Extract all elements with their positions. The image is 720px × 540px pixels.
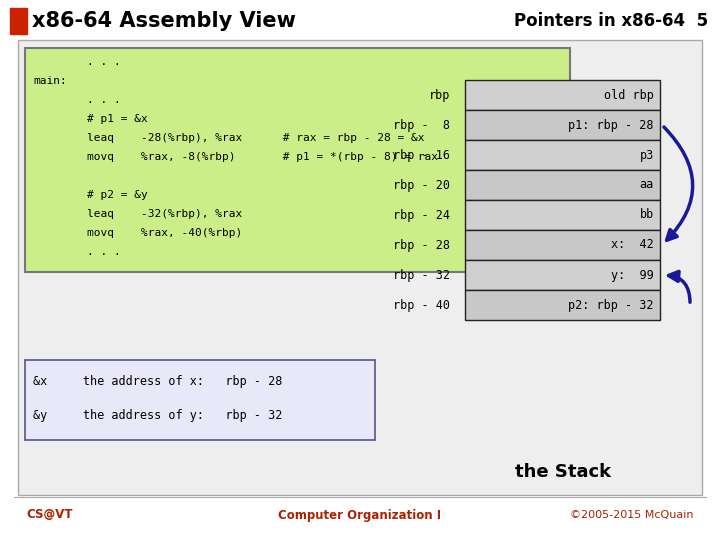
Text: leaq    -28(%rbp), %rax      # rax = rbp - 28 = &x: leaq -28(%rbp), %rax # rax = rbp - 28 = … [33,133,425,143]
Text: p2: rbp - 32: p2: rbp - 32 [569,299,654,312]
FancyBboxPatch shape [465,200,660,230]
FancyBboxPatch shape [465,290,660,320]
FancyBboxPatch shape [465,140,660,170]
Text: &x     the address of x:   rbp - 28: &x the address of x: rbp - 28 [33,375,282,388]
FancyBboxPatch shape [25,48,570,272]
Text: CS@VT: CS@VT [26,509,73,522]
Text: rbp - 28: rbp - 28 [393,239,450,252]
Text: . . .: . . . [33,247,121,257]
Text: rbp -  8: rbp - 8 [393,118,450,132]
Text: &y     the address of y:   rbp - 32: &y the address of y: rbp - 32 [33,409,282,422]
Text: rbp - 40: rbp - 40 [393,299,450,312]
FancyBboxPatch shape [465,230,660,260]
FancyBboxPatch shape [25,360,375,440]
FancyBboxPatch shape [465,80,660,110]
Text: p3: p3 [640,148,654,161]
FancyBboxPatch shape [465,260,660,290]
Text: . . .: . . . [33,57,121,67]
Text: movq    %rax, -8(%rbp)       # p1 = *(rbp - 8) = rax: movq %rax, -8(%rbp) # p1 = *(rbp - 8) = … [33,152,438,162]
Text: # p1 = &x: # p1 = &x [33,114,148,124]
Text: ©2005-2015 McQuain: ©2005-2015 McQuain [570,510,694,520]
Text: Pointers in x86-64  5: Pointers in x86-64 5 [514,12,708,30]
FancyBboxPatch shape [18,40,702,495]
Bar [10,8,27,34]
Text: rbp - 16: rbp - 16 [393,148,450,161]
Text: the Stack: the Stack [515,463,611,481]
Text: rbp - 20: rbp - 20 [393,179,450,192]
Text: x86-64 Assembly View: x86-64 Assembly View [32,11,296,31]
Text: rbp - 24: rbp - 24 [393,208,450,221]
Text: rbp: rbp [428,89,450,102]
Text: old rbp: old rbp [604,89,654,102]
Text: Computer Organization I: Computer Organization I [279,509,441,522]
Text: . . .: . . . [33,95,121,105]
Text: p1: rbp - 28: p1: rbp - 28 [569,118,654,132]
Text: # p2 = &y: # p2 = &y [33,190,148,200]
FancyBboxPatch shape [465,110,660,140]
Text: leaq    -32(%rbp), %rax: leaq -32(%rbp), %rax [33,209,242,219]
Text: y:  99: y: 99 [611,268,654,281]
Text: rbp - 32: rbp - 32 [393,268,450,281]
Text: bb: bb [640,208,654,221]
Text: main:: main: [33,76,67,86]
Text: x:  42: x: 42 [611,239,654,252]
Text: aa: aa [640,179,654,192]
FancyBboxPatch shape [465,170,660,200]
Text: movq    %rax, -40(%rbp): movq %rax, -40(%rbp) [33,228,242,238]
